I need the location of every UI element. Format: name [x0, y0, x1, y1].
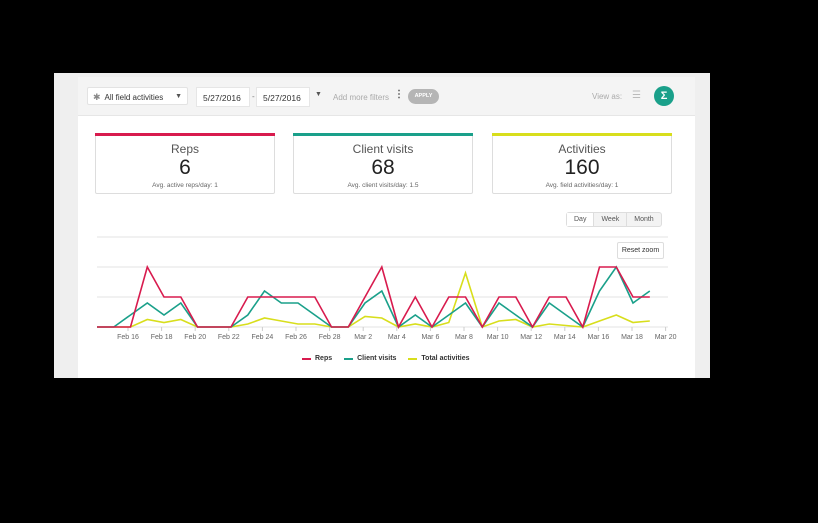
- client-visits-card: Client visits 68 Avg. client visits/day:…: [293, 133, 473, 194]
- legend-label: Reps: [315, 355, 333, 362]
- svg-text:Mar 4: Mar 4: [388, 334, 406, 341]
- svg-text:Feb 18: Feb 18: [151, 334, 173, 341]
- range-selector: Day Week Month: [566, 212, 662, 227]
- svg-text:Mar 10: Mar 10: [487, 334, 509, 341]
- chart-gridlines: [97, 236, 668, 328]
- card-accent-bar: [293, 133, 473, 136]
- card-subtitle: Avg. field activities/day: 1: [545, 182, 619, 189]
- card-subtitle: Avg. active reps/day: 1: [152, 182, 218, 189]
- reps-card: Reps 6 Avg. active reps/day: 1: [95, 133, 275, 194]
- dashboard-panel: [78, 77, 695, 378]
- card-accent-bar: [492, 133, 672, 136]
- card-value: 6: [179, 156, 191, 179]
- svg-text:Feb 28: Feb 28: [319, 334, 341, 341]
- apply-button[interactable]: APPLY: [408, 89, 439, 104]
- legend-item-reps[interactable]: Reps: [302, 355, 332, 362]
- svg-text:Mar 20: Mar 20: [655, 334, 677, 341]
- svg-text:Mar 12: Mar 12: [520, 334, 542, 341]
- series-reps[interactable]: [97, 264, 650, 330]
- summary-view-sigma-icon[interactable]: Σ: [654, 86, 674, 106]
- date-from-input[interactable]: 5/27/2016: [196, 87, 250, 107]
- chevron-down-icon: ▼: [175, 93, 182, 100]
- range-month-button[interactable]: Month: [626, 213, 660, 226]
- date-separator: -: [252, 92, 255, 101]
- card-title: Client visits: [352, 142, 414, 156]
- asterisk-icon: ✱: [93, 92, 101, 102]
- svg-text:Feb 16: Feb 16: [117, 334, 139, 341]
- list-view-icon[interactable]: ☰: [632, 90, 641, 101]
- x-axis: Feb 16 Feb 18 Feb 20 Feb 22 Feb 24 Feb 26 Feb …: [117, 327, 677, 341]
- range-week-button[interactable]: Week: [593, 213, 626, 226]
- svg-text:Mar 2: Mar 2: [354, 334, 372, 341]
- date-range-chevron-icon[interactable]: ▼: [315, 91, 322, 98]
- series-total-activities[interactable]: [97, 270, 650, 329]
- legend-label: Client visits: [357, 355, 397, 362]
- svg-text:Feb 24: Feb 24: [252, 334, 274, 341]
- activity-filter-label: All field activities: [104, 93, 164, 102]
- legend-swatch: [302, 357, 311, 360]
- card-subtitle: Avg. client visits/day: 1.5: [347, 182, 419, 189]
- activity-filter-dropdown[interactable]: ✱ All field activities ▼: [87, 87, 188, 105]
- svg-text:Feb 20: Feb 20: [184, 334, 206, 341]
- card-value: 160: [564, 156, 600, 179]
- svg-text:Mar 8: Mar 8: [455, 334, 473, 341]
- svg-text:Mar 14: Mar 14: [554, 334, 576, 341]
- legend-swatch: [344, 357, 354, 360]
- range-day-button[interactable]: Day: [567, 213, 594, 226]
- legend-item-client-visits[interactable]: Client visits: [344, 355, 396, 362]
- svg-text:Feb 22: Feb 22: [218, 334, 240, 341]
- activities-card: Activities 160 Avg. field activities/day…: [492, 133, 672, 194]
- series-client-visits[interactable]: [97, 265, 651, 329]
- legend-swatch: [408, 357, 418, 360]
- card-title: Activities: [558, 142, 606, 156]
- chart-legend: Reps Client visits Total activities: [302, 355, 470, 362]
- legend-item-total-activities[interactable]: Total activities: [408, 355, 470, 362]
- card-title: Reps: [170, 142, 199, 156]
- svg-text:Mar 18: Mar 18: [621, 334, 643, 341]
- view-as-label: View as:: [592, 92, 623, 101]
- svg-text:Mar 6: Mar 6: [421, 334, 439, 341]
- legend-label: Total activities: [421, 355, 470, 362]
- reset-zoom-button[interactable]: Reset zoom: [617, 242, 664, 259]
- more-options-icon[interactable]: ⋮: [394, 89, 404, 100]
- svg-text:Feb 26: Feb 26: [285, 334, 307, 341]
- date-to-input[interactable]: 5/27/2016: [256, 87, 310, 107]
- svg-text:Mar 16: Mar 16: [588, 334, 610, 341]
- card-value: 68: [371, 156, 395, 179]
- chart-series: [97, 264, 651, 330]
- card-accent-bar: [95, 133, 275, 136]
- add-more-filters-link[interactable]: Add more filters: [333, 93, 390, 102]
